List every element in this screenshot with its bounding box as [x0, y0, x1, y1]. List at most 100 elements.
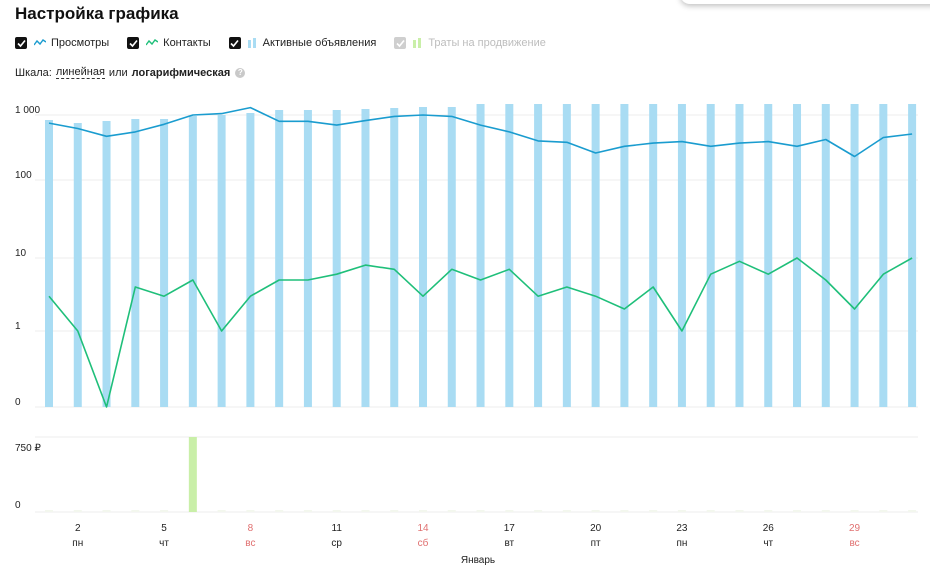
- bar-icon: [247, 38, 258, 48]
- bar: [793, 104, 802, 407]
- legend-item-active-ads[interactable]: Активные объявления: [228, 37, 377, 49]
- series-line-views: [48, 106, 913, 158]
- x-axis-month: Январь: [461, 555, 495, 566]
- checkbox-views[interactable]: [15, 37, 27, 49]
- spend-bar: [735, 510, 744, 512]
- spend-bar: [793, 510, 802, 512]
- spend-bar: [188, 437, 197, 512]
- x-tick-day: 29: [849, 523, 861, 534]
- question-icon[interactable]: ?: [235, 67, 246, 78]
- y-tick-label: 0: [15, 500, 21, 511]
- legend-item-views[interactable]: Просмотры: [15, 37, 109, 49]
- x-tick-day: 5: [161, 523, 167, 534]
- x-tick-day: 2: [75, 523, 81, 534]
- bar: [390, 108, 399, 407]
- check-icon: [396, 39, 405, 47]
- line-icon: [146, 39, 159, 47]
- checkbox-active-ads[interactable]: [228, 37, 241, 49]
- spend-bar: [419, 510, 428, 512]
- spend-bar: [706, 510, 715, 512]
- scale-linear-link[interactable]: линейная: [55, 66, 105, 79]
- bar: [188, 116, 197, 407]
- bar: [908, 104, 917, 407]
- x-tick-weekday: пн: [676, 538, 687, 549]
- bar: [419, 107, 428, 407]
- x-tick-weekday: пн: [72, 538, 83, 549]
- bar: [879, 104, 888, 407]
- bar: [534, 104, 543, 407]
- bar: [850, 104, 859, 407]
- legend-item-contacts[interactable]: Контакты: [127, 37, 211, 49]
- bar: [505, 104, 514, 407]
- x-tick-day: 26: [763, 523, 775, 534]
- check-icon: [129, 39, 138, 47]
- y-tick-label: 1 000: [15, 105, 40, 116]
- legend-label-active-ads: Активные объявления: [262, 37, 377, 49]
- scale-selector: Шкала: линейная или логарифмическая ?: [15, 66, 246, 79]
- checkbox-promo-spend[interactable]: [394, 37, 407, 49]
- spend-bar: [908, 510, 917, 512]
- bar: [246, 113, 255, 407]
- bar: [562, 104, 571, 407]
- bar: [620, 104, 629, 407]
- y-tick-label: 1: [15, 321, 21, 332]
- spend-bar: [131, 510, 140, 512]
- spend-bar: [620, 510, 629, 512]
- check-icon: [16, 39, 26, 47]
- spend-bar: [447, 510, 456, 512]
- legend: Просмотры Контакты Активные объявления Т…: [15, 35, 564, 51]
- bar: [217, 115, 226, 407]
- spend-bar: [160, 510, 169, 512]
- scale-or: или: [108, 66, 128, 79]
- x-tick-day: 14: [417, 523, 429, 534]
- spend-bar: [361, 510, 370, 512]
- spend-bar: [677, 510, 686, 512]
- bar: [735, 104, 744, 407]
- x-tick-weekday: пт: [591, 538, 601, 549]
- bar: [303, 110, 312, 407]
- x-tick-weekday: вт: [504, 538, 514, 549]
- bar: [332, 110, 341, 407]
- bar: [677, 104, 686, 407]
- legend-label-promo-spend: Траты на продвижение: [428, 37, 546, 49]
- spend-bar: [275, 510, 284, 512]
- x-tick-day: 23: [676, 523, 688, 534]
- spend-bar: [476, 510, 485, 512]
- y-tick-label: 0: [15, 397, 21, 408]
- bar: [821, 104, 830, 407]
- x-tick-weekday: сб: [418, 537, 429, 549]
- spend-bar: [102, 510, 111, 512]
- x-tick-weekday: чт: [763, 538, 773, 549]
- spend-bar: [332, 510, 341, 512]
- x-tick-day: 17: [504, 523, 516, 534]
- page-title: Настройка графика: [15, 4, 179, 23]
- x-tick-day: 8: [248, 523, 254, 534]
- y-tick-label: 100: [15, 170, 32, 181]
- popup-edge: [680, 0, 930, 4]
- x-tick-weekday: ср: [331, 538, 342, 549]
- legend-item-promo-spend[interactable]: Траты на продвижение: [394, 37, 546, 49]
- spend-bar: [534, 510, 543, 512]
- spend-bar: [390, 510, 399, 512]
- spend-bar: [505, 510, 514, 512]
- spend-bar: [303, 510, 312, 512]
- bar: [764, 104, 773, 407]
- spend-bar: [217, 510, 226, 512]
- spend-bar: [73, 510, 82, 512]
- spend-bar: [562, 510, 571, 512]
- bar: [361, 109, 370, 407]
- spend-bar: [591, 510, 600, 512]
- checkbox-contacts[interactable]: [127, 37, 140, 49]
- spend-bar: [764, 510, 773, 512]
- check-icon: [230, 39, 239, 47]
- spend-bar: [45, 510, 53, 512]
- bar: [591, 104, 600, 407]
- bar: [160, 119, 169, 407]
- scale-prefix: Шкала:: [15, 66, 52, 79]
- spend-bar: [879, 510, 888, 512]
- scale-log-option[interactable]: логарифмическая: [131, 66, 231, 79]
- bar: [73, 123, 82, 407]
- y-tick-label: 750 ₽: [15, 443, 41, 454]
- spend-bar: [649, 510, 658, 512]
